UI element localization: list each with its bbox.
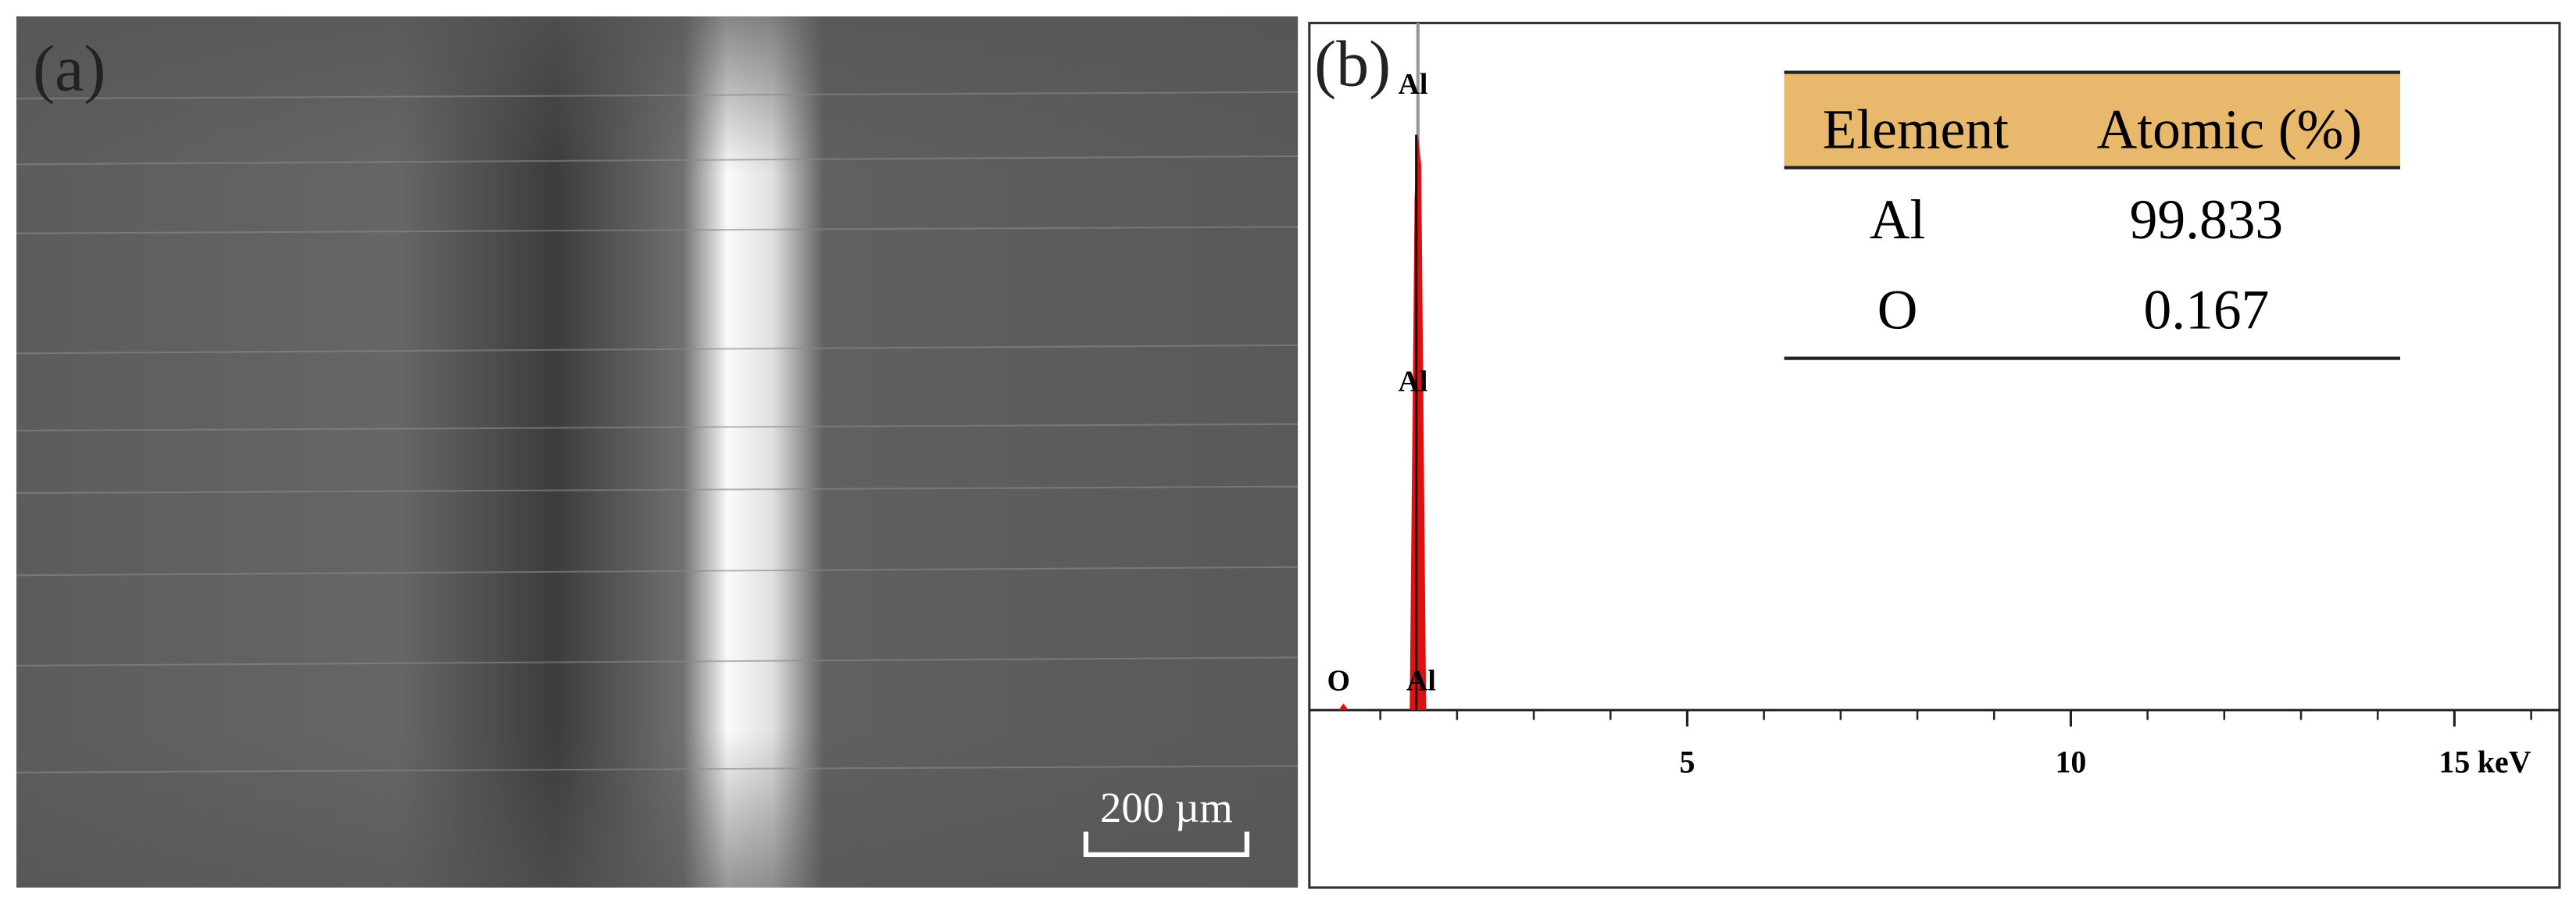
scale-bar <box>1083 831 1250 858</box>
table-cell: 99.833 <box>2130 189 2284 251</box>
table-cell: O <box>1878 280 1918 341</box>
table-header: Atomic (%) <box>2097 98 2362 160</box>
peak-label: Al <box>1406 665 1436 698</box>
panel-label: (b) <box>1314 27 1391 100</box>
peak <box>1338 703 1349 710</box>
scratches <box>16 91 1299 774</box>
peak-label: O <box>1327 665 1350 698</box>
x-tick-label: 10 <box>2055 745 2086 780</box>
table-header: Element <box>1823 98 2009 160</box>
x-unit: keV <box>2478 745 2531 780</box>
peak <box>1409 134 1427 710</box>
peak-label: Al <box>1399 366 1428 398</box>
table-header-bg <box>1784 72 2401 168</box>
table-cell: 0.167 <box>2143 280 2269 341</box>
x-tick-label: 5 <box>1679 745 1695 780</box>
scale-bar-label: 200 µm <box>1100 784 1233 831</box>
panel-a: (a) 200 µm <box>16 16 1299 888</box>
panel-label: (a) <box>33 33 105 105</box>
panel-b: (b) Element Atomic (%) Al 99.833 O 0.167 <box>1308 21 2561 889</box>
table-cell: Al <box>1870 189 1925 251</box>
sem-shade <box>16 16 1299 888</box>
peak-label: Al <box>1399 68 1428 101</box>
x-tick-label: 15 <box>2438 745 2470 780</box>
